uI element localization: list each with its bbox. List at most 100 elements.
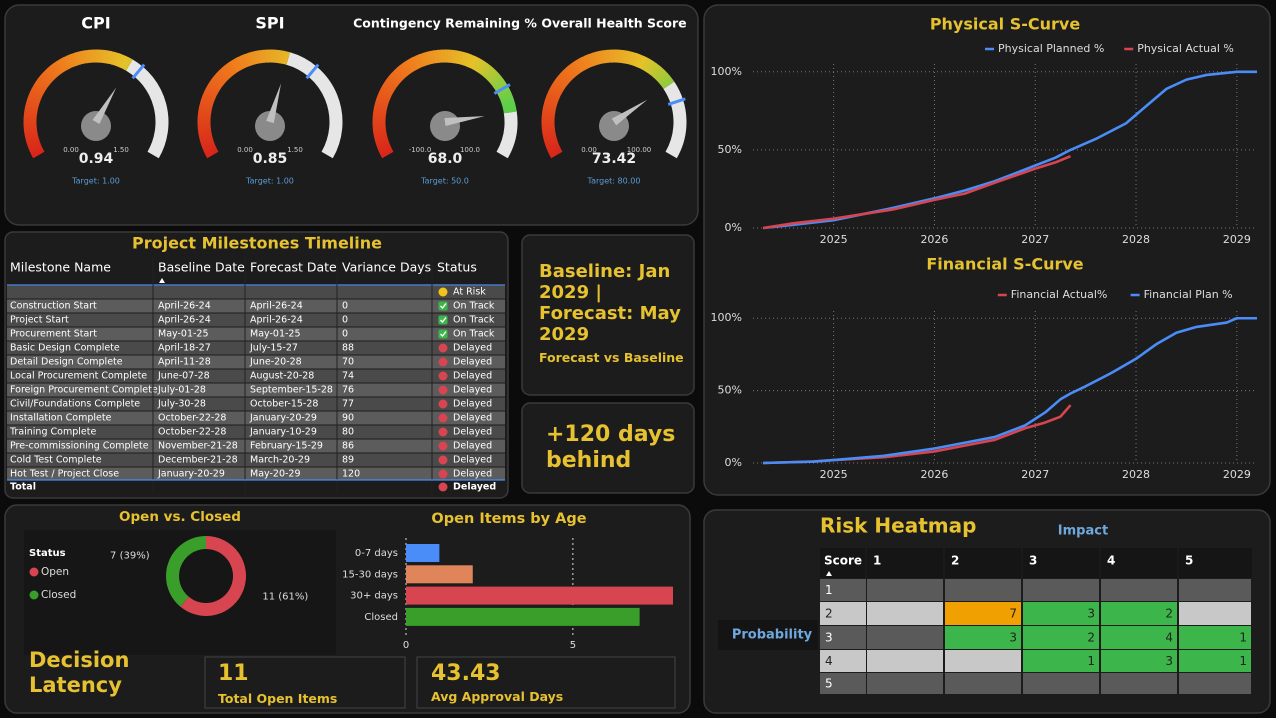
table-row <box>7 313 505 327</box>
y-tick-label: 50% <box>718 143 742 156</box>
table-cell: July-01-28 <box>157 385 206 396</box>
y-tick-label: 50% <box>718 384 742 397</box>
cell-value: 4 <box>1165 631 1173 645</box>
gauge-range-label: 1.50 <box>113 146 129 154</box>
data-label: 11 (61%) <box>262 592 308 603</box>
status-text: Delayed <box>453 469 492 480</box>
status-text: Delayed <box>453 399 492 410</box>
table-cell: November-21-28 <box>158 441 238 452</box>
legend-label: Physical Planned % <box>998 42 1104 55</box>
gauge-range-label: 100.00 <box>627 146 652 154</box>
heat-cell <box>1101 650 1177 672</box>
x-tick-label: 0 <box>403 640 409 651</box>
table-cell: Construction Start <box>10 301 97 312</box>
table-cell: April-26-24 <box>158 301 211 312</box>
status-icon <box>438 455 448 465</box>
table-row <box>7 425 505 439</box>
empty-cell <box>1179 579 1251 601</box>
kpi-value: 43.43 <box>431 661 501 686</box>
status-icon <box>438 469 448 479</box>
table-cell: Training Complete <box>9 427 96 438</box>
row-label: 2 <box>825 607 833 621</box>
y-tick-label: Closed <box>364 612 398 623</box>
table-row <box>7 299 505 313</box>
column-label: 2 <box>951 554 959 568</box>
check-mark <box>440 331 447 338</box>
gauge-title: CPI <box>81 14 110 33</box>
gauge-track <box>663 81 687 159</box>
legend-title: Status <box>29 548 66 559</box>
gauge-range-label: 0.00 <box>63 146 79 154</box>
x-tick-label: 2027 <box>1021 233 1049 246</box>
row-header-cell <box>820 579 866 601</box>
probability-band <box>718 620 818 650</box>
empty-cell <box>867 626 943 649</box>
row-label: 1 <box>825 583 833 597</box>
row-label: 5 <box>825 677 833 691</box>
column-header: Milestone Name <box>10 260 111 275</box>
row-header-cell <box>820 626 866 649</box>
table-cell: May-01-25 <box>250 329 301 340</box>
bar <box>406 586 673 605</box>
kpi-label: Total Open Items <box>218 691 338 706</box>
series-line <box>762 154 1072 230</box>
donut-slice <box>166 536 206 607</box>
table-cell: Local Procurement Complete <box>10 371 147 382</box>
y-tick-label: 0-7 days <box>355 548 398 559</box>
gauge-hub <box>430 111 460 141</box>
status-icon <box>438 399 448 409</box>
row-header-cell <box>820 673 866 694</box>
row-header-cell <box>820 650 866 672</box>
table-cell: September-15-28 <box>250 385 333 396</box>
table-cell: Civil/Foundations Complete <box>10 399 140 410</box>
column-label: 4 <box>1107 554 1115 568</box>
status-icon <box>438 427 448 437</box>
table-cell: Detail Design Complete <box>10 357 123 368</box>
table-cell: February-15-29 <box>250 441 323 452</box>
cell-value: 1 <box>1087 654 1095 668</box>
cell-value: 7 <box>1009 607 1017 621</box>
empty-cell <box>867 673 943 694</box>
table-cell: Cold Test Complete <box>10 455 102 466</box>
table-cell: January-20-29 <box>157 469 225 480</box>
x-tick-label: 5 <box>570 640 576 651</box>
table-cell: 89 <box>342 455 354 466</box>
legend-swatch <box>29 567 39 577</box>
corner-label: Score <box>824 554 862 568</box>
legend-label: Physical Actual % <box>1137 42 1234 55</box>
table-cell: March-20-29 <box>250 455 310 466</box>
heat-cell <box>1101 626 1177 649</box>
gauge-value: 0.94 <box>79 151 114 167</box>
gauge-track <box>286 52 343 159</box>
table-row <box>7 467 505 481</box>
empty-cell <box>1101 673 1177 694</box>
status-icon <box>438 413 448 423</box>
table-cell: Installation Complete <box>10 413 112 424</box>
s-curve-panel <box>703 4 1271 496</box>
column-label: 3 <box>1029 554 1037 568</box>
table-row <box>7 453 505 467</box>
status-text: Delayed <box>453 343 492 354</box>
cell-value: 3 <box>1009 631 1017 645</box>
status-icon <box>438 385 448 395</box>
chart-title: Financial S-Curve <box>926 255 1083 274</box>
empty-cell <box>1101 579 1177 601</box>
empty-cell <box>1023 579 1099 601</box>
kpi-frame <box>416 656 676 709</box>
total-label: Total <box>10 482 36 493</box>
status-text: Delayed <box>453 441 492 452</box>
gauge-title: Overall Health Score <box>541 16 686 31</box>
gauge-track <box>496 111 518 159</box>
column-label: 5 <box>1185 554 1193 568</box>
total-status: Delayed <box>453 482 496 493</box>
gauge-segment <box>122 57 133 71</box>
table-cell: October-22-28 <box>158 427 226 438</box>
column-header: Forecast Date <box>250 260 337 275</box>
table-row <box>7 383 505 397</box>
table-cell: May-01-25 <box>158 329 209 340</box>
status-text: Delayed <box>453 413 492 424</box>
empty-cell <box>945 673 1021 694</box>
gauge-track <box>125 59 169 159</box>
heat-cell <box>1101 602 1177 625</box>
gauge-range-label: 1.50 <box>287 146 303 154</box>
